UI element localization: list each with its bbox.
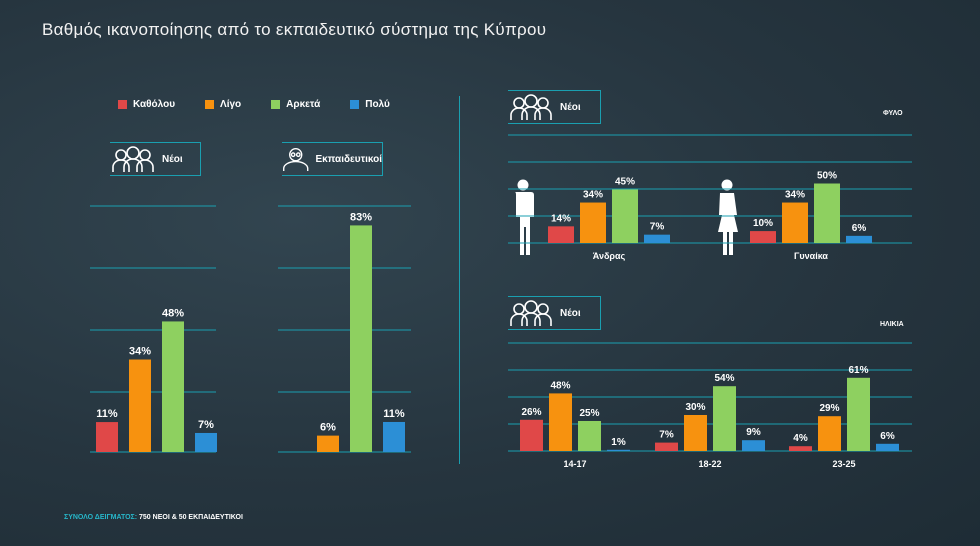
data-label: 6% (852, 223, 867, 234)
legend: Καθόλου Λίγο Αρκετά Πολύ (118, 99, 390, 110)
legend-label: Πολύ (365, 99, 390, 110)
bar (782, 202, 808, 243)
bar (195, 432, 217, 452)
legend-item-ligo: Λίγο (205, 99, 241, 110)
data-label: 45% (615, 176, 635, 187)
legend-item-arketa: Αρκετά (271, 99, 320, 110)
data-label: 34% (785, 190, 805, 201)
category-label: Γυναίκα (794, 251, 828, 261)
legend-swatch (205, 100, 215, 109)
tag-label: Εκπαιδευτικοί (315, 153, 382, 165)
group-of-people-icon (510, 94, 552, 120)
male-silhouette-icon (515, 179, 534, 255)
bar (876, 443, 899, 451)
data-label: 6% (320, 422, 336, 434)
data-label: 25% (579, 408, 599, 419)
tag-label: Νέοι (162, 153, 183, 165)
bar (607, 449, 630, 451)
bar (655, 442, 678, 451)
data-label: 6% (880, 431, 895, 442)
bar (549, 393, 572, 451)
data-label: 14% (551, 213, 571, 224)
tag-label: Νέοι (560, 307, 581, 319)
bar (612, 189, 638, 243)
data-label: 7% (198, 419, 214, 431)
bar (350, 225, 372, 452)
bar (684, 415, 707, 451)
tag-ekpaideftikoi: Εκπαιδευτικοί (282, 142, 383, 176)
data-label: 30% (685, 402, 705, 413)
data-label: 11% (96, 408, 118, 420)
data-label: 34% (583, 190, 603, 201)
data-label: 1% (611, 437, 626, 448)
data-label: 61% (848, 365, 868, 376)
footnote: ΣΥΝΟΛΟ ΔΕΙΓΜΑΤΟΣ: 750 ΝΕΟΙ & 50 ΕΚΠΑΙΔΕΥ… (64, 514, 243, 521)
data-label: 7% (659, 430, 674, 441)
bar (162, 321, 184, 452)
panel-divider (459, 96, 460, 464)
bar (713, 386, 736, 451)
bar (789, 446, 812, 451)
legend-item-poly: Πολύ (350, 99, 390, 110)
category-label: 23-25 (832, 459, 855, 469)
legend-label: Λίγο (220, 99, 242, 110)
tag-neoi-gender: Νέοι (508, 90, 601, 124)
category-label: 14-17 (563, 459, 586, 469)
bar (129, 359, 151, 452)
legend-swatch (271, 100, 281, 109)
bar (814, 183, 840, 243)
bar (742, 440, 765, 451)
tag-neoi-left: Νέοι (110, 142, 201, 176)
female-silhouette-icon (718, 179, 738, 255)
data-label: 9% (746, 427, 761, 438)
footnote-key: ΣΥΝΟΛΟ ΔΕΙΓΜΑΤΟΣ: (64, 514, 138, 521)
legend-label: Αρκετά (286, 99, 321, 110)
bar (520, 419, 543, 451)
legend-item-katholou: Καθόλου (118, 99, 175, 110)
data-label: 29% (819, 403, 839, 414)
data-label: 26% (521, 407, 541, 418)
side-label-age: ΗΛΙΚΙΑ (880, 321, 904, 328)
group-of-people-icon (510, 300, 552, 326)
teacher-icon (283, 148, 309, 172)
data-label: 48% (162, 307, 184, 319)
bar (96, 422, 118, 452)
legend-swatch (118, 100, 127, 109)
data-label: 11% (383, 408, 405, 420)
footnote-value: 750 ΝΕΟΙ & 50 ΕΚΠΑΙΔΕΥΤΙΚΟΙ (137, 514, 243, 521)
tag-label: Νέοι (560, 101, 581, 113)
tag-neoi-age: Νέοι (508, 296, 601, 330)
data-label: 34% (129, 346, 151, 358)
page-title: Βαθμός ικανοποίησης από το εκπαιδευτικό … (42, 20, 547, 39)
side-label-gender: ΦΥΛΟ (883, 110, 903, 117)
legend-swatch (350, 100, 360, 109)
category-label: 18-22 (698, 459, 721, 469)
bar (750, 231, 776, 243)
data-label: 54% (714, 373, 734, 384)
bar (818, 416, 841, 451)
bar (548, 226, 574, 243)
bar (317, 435, 339, 452)
data-label: 48% (550, 380, 570, 391)
data-label: 83% (350, 211, 372, 223)
data-label: 7% (650, 222, 665, 233)
bar (846, 235, 872, 243)
bar (580, 202, 606, 243)
category-label: Άνδρας (593, 251, 626, 261)
data-label: 50% (817, 171, 837, 182)
data-label: 4% (793, 433, 808, 444)
bar (644, 234, 670, 243)
group-of-people-icon (112, 146, 154, 172)
bar (578, 421, 601, 451)
bar (847, 377, 870, 451)
legend-label: Καθόλου (133, 99, 176, 110)
bar (383, 421, 405, 452)
data-label: 10% (753, 218, 773, 229)
